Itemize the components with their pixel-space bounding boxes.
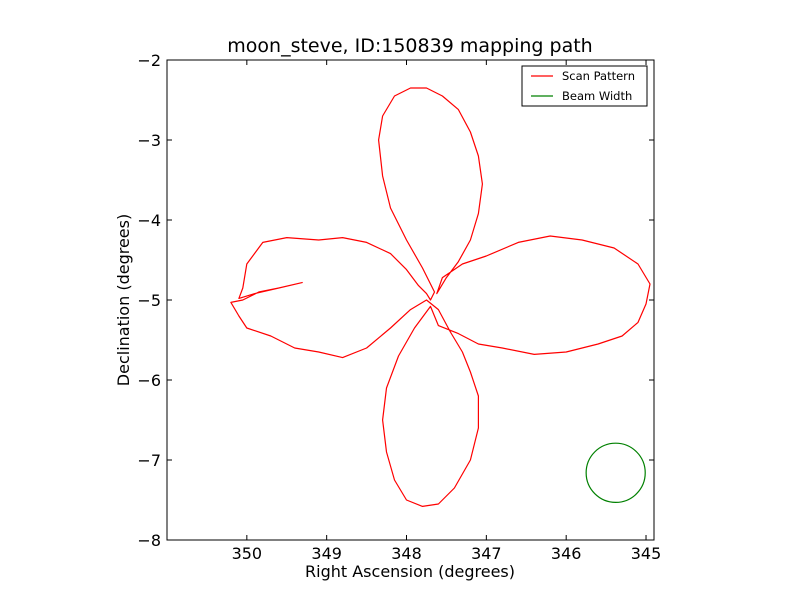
x-tick-label: 346 (551, 544, 582, 563)
series-layer (230, 87, 651, 507)
legend-label-scan-pattern: Scan Pattern (562, 69, 635, 83)
y-tick-label: −6 (137, 371, 161, 390)
y-tick-label: −5 (137, 291, 161, 310)
y-tick-label: −4 (137, 211, 161, 230)
x-tick-label: 350 (232, 544, 263, 563)
y-tick-label: −3 (137, 131, 161, 150)
plot-area: 350 349 348 347 346 345 −2 −3 −4 −5 −6 −7 −8 (137, 51, 661, 563)
x-tick-label: 347 (471, 544, 502, 563)
chart-title: moon_steve, ID:150839 mapping path (227, 35, 592, 57)
beam-width-circle (585, 442, 646, 503)
x-tick-label: 348 (391, 544, 422, 563)
legend-label-beam-width: Beam Width (562, 89, 632, 103)
y-axis-title: Declination (degrees) (114, 214, 133, 386)
y-tick-label: −7 (137, 451, 161, 470)
y-tick-label: −2 (137, 51, 161, 70)
legend: Scan Pattern Beam Width (521, 65, 648, 107)
y-tick-label: −8 (137, 531, 161, 550)
x-tick-label: 345 (631, 544, 662, 563)
ticks-layer: 350 349 348 347 346 345 −2 −3 −4 −5 −6 −7 −8 (137, 51, 661, 563)
x-tick-label: 349 (311, 544, 342, 563)
scan-pattern-line (230, 87, 651, 507)
legend-box (521, 65, 648, 107)
x-axis-title: Right Ascension (degrees) (305, 562, 515, 581)
plot-background (167, 60, 654, 540)
